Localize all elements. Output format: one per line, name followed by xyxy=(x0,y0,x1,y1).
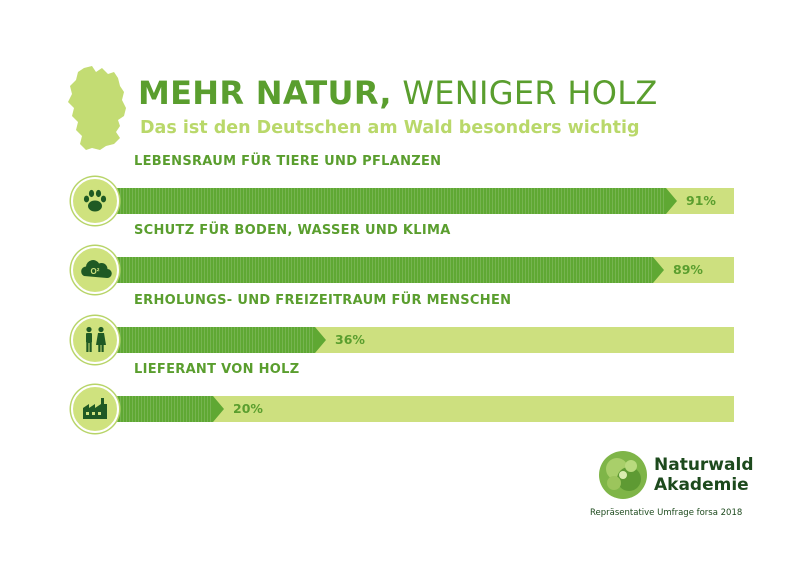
icon-badge xyxy=(71,316,119,364)
cloud-o2-icon: O² xyxy=(81,260,112,279)
icon-badge xyxy=(71,385,119,433)
bar-fill xyxy=(96,188,666,214)
svg-text:O²: O² xyxy=(91,267,100,276)
category-label: SCHUTZ FÜR BODEN, WASSER UND KLIMA xyxy=(134,223,451,238)
logo-text-line1: Naturwald xyxy=(654,455,754,475)
category-label: LIEFERANT VON HOLZ xyxy=(134,362,300,377)
bar-fill-arrow xyxy=(315,327,326,353)
bar-value-label: 89% xyxy=(673,262,703,277)
bar-track xyxy=(96,327,734,353)
germany-map-icon xyxy=(68,66,126,150)
bar-track xyxy=(96,396,734,422)
source-note: Repräsentative Umfrage forsa 2018 xyxy=(590,508,743,518)
paw-icon xyxy=(83,189,107,212)
title-light: WENIGER HOLZ xyxy=(391,74,658,112)
bar-track xyxy=(96,257,734,283)
people-icon xyxy=(86,326,106,352)
bar-fill xyxy=(96,396,213,422)
category-label: ERHOLUNGS- UND FREIZEITRAUM FÜR MENSCHEN xyxy=(134,293,512,308)
bar-fill xyxy=(96,257,653,283)
bar-value-label: 20% xyxy=(233,401,263,416)
bar-track xyxy=(96,188,734,214)
factory-icon xyxy=(83,398,107,419)
icon-badge: O² xyxy=(71,246,119,294)
bar-value-label: 91% xyxy=(686,193,716,208)
page-subtitle: Das ist den Deutschen am Wald besonders … xyxy=(140,118,640,138)
logo-text-line2: Akademie xyxy=(654,475,749,495)
bar-fill xyxy=(96,327,315,353)
icon-badge xyxy=(71,177,119,225)
title-bold: MEHR NATUR, xyxy=(138,74,392,112)
category-label: LEBENSRAUM FÜR TIERE UND PFLANZEN xyxy=(134,154,442,169)
bar-fill-arrow xyxy=(666,188,677,214)
naturwald-logo-icon xyxy=(599,451,647,499)
bar-value-label: 36% xyxy=(335,332,365,347)
bar-fill-arrow xyxy=(653,257,664,283)
page-title: MEHR NATUR, WENIGER HOLZ xyxy=(138,73,658,113)
bar-fill-arrow xyxy=(213,396,224,422)
